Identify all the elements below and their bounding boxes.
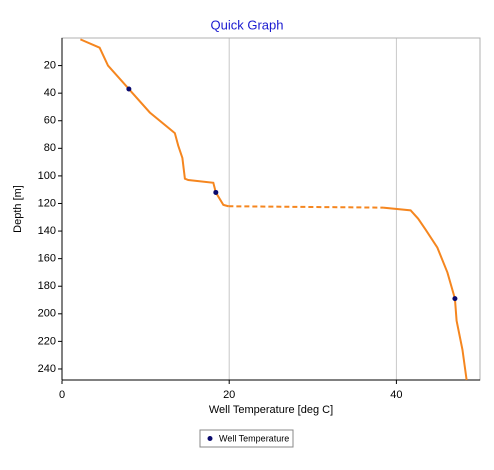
y-tick-label: 220 [38,335,56,347]
marker [213,189,219,195]
y-tick-label: 100 [38,170,56,182]
legend: Well Temperature [199,429,294,448]
legend-box [199,429,294,448]
x-tick-label: 20 [223,389,235,401]
line [382,206,468,381]
y-tick-label: 160 [38,253,56,265]
line-dashed [228,205,384,209]
y-tick-label: 40 [44,87,56,99]
y-tick-label: 80 [44,142,56,154]
x-tick-label: 0 [59,389,65,401]
marker [126,86,132,92]
y-tick-label: 20 [44,59,56,71]
y-axis-label: Depth [m] [12,185,24,233]
x-tick-label: 40 [390,389,402,401]
y-tick-label: 200 [38,308,56,320]
y-tick-label: 180 [38,280,56,292]
legend-marker [207,436,213,441]
x-axis-label: Well Temperature [deg C] [209,404,333,416]
legend-label: Well Temperature [219,433,289,443]
chart-title: Quick Graph [211,17,284,32]
y-tick-label: 120 [38,197,56,209]
y-tick-label: 60 [44,115,56,127]
y-tick-label: 240 [38,363,56,375]
y-tick-label: 140 [38,225,56,237]
marker [452,296,458,302]
